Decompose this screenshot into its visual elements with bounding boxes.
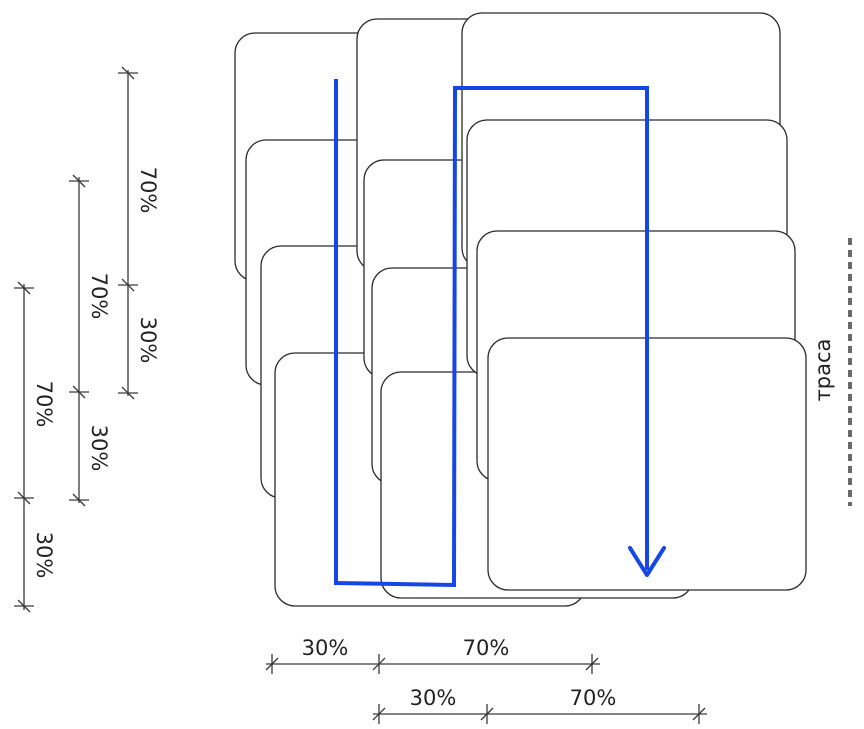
dimension-tick: [372, 704, 386, 724]
road-label: траса: [811, 339, 835, 402]
dimension-tick: [118, 386, 138, 400]
left-dimension-chain-3: 70% 30%: [14, 281, 56, 613]
dimension-tick: [265, 654, 279, 674]
dimension-tick: [14, 281, 34, 295]
dimension-label: 70%: [570, 686, 617, 710]
dimension-label: 30%: [410, 686, 457, 710]
travel-path-line: [334, 79, 649, 588]
dimension-label: 70%: [32, 381, 56, 428]
travel-path: [334, 79, 666, 588]
travel-path-arrow-head: [628, 546, 666, 577]
dimension-tick: [14, 491, 34, 505]
dimension-tick: [69, 174, 89, 188]
dimension-label: 30%: [32, 532, 56, 579]
dimension-tick: [14, 599, 34, 613]
dimension-tick: [585, 654, 599, 674]
dimension-tick: [69, 385, 89, 399]
dimension-tick: [692, 704, 706, 724]
dimension-tick: [372, 654, 386, 674]
left-dimension-chain-2: 70% 30%: [69, 174, 111, 507]
left-dimension-chain-1: 70% 30%: [118, 66, 160, 400]
dimension-label: 70%: [463, 636, 510, 660]
dimension-tick: [480, 704, 494, 724]
road: траса: [811, 238, 852, 506]
dimension-label: 30%: [87, 425, 111, 472]
dimension-label: 30%: [302, 636, 349, 660]
bottom-dimension-chain-1: 30% 70%: [265, 636, 600, 674]
dimension-label: 30%: [136, 317, 160, 364]
dimension-label: 70%: [87, 273, 111, 320]
bottom-dimension-chain-2: 30% 70%: [372, 686, 707, 724]
dimension-tick: [69, 493, 89, 507]
dimension-tick: [118, 66, 138, 80]
dimension-label: 70%: [136, 167, 160, 214]
dimension-tick: [118, 278, 138, 292]
frames-right-column: [461, 12, 807, 591]
